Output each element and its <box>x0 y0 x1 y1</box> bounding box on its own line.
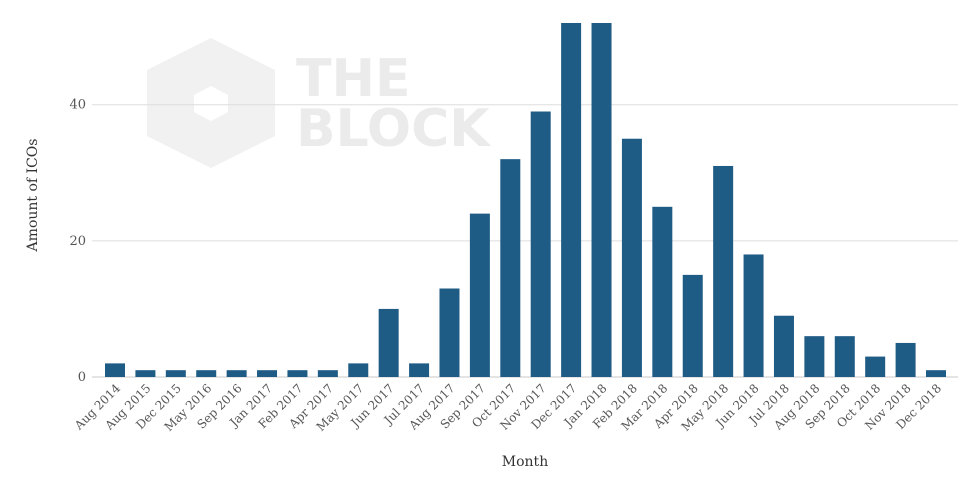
bar-sep-2017 <box>469 213 490 377</box>
watermark-text-the: THE <box>296 49 411 109</box>
bar-oct-2018 <box>865 356 886 377</box>
bar-may-2017 <box>348 363 369 377</box>
bars <box>105 23 946 377</box>
bar-aug-2014 <box>105 363 125 377</box>
y-axis-ticks: 0 20 40 <box>69 98 86 385</box>
bar-jan-2018 <box>591 23 612 377</box>
bar-sep-2016 <box>226 370 247 377</box>
bar-jul-2018 <box>773 315 794 377</box>
watermark-logo: THE BLOCK <box>147 38 491 168</box>
bar-jun-2018 <box>743 254 764 377</box>
bar-mar-2018 <box>652 206 673 377</box>
bar-nov-2018 <box>895 342 916 377</box>
bar-apr-2018 <box>682 274 703 377</box>
x-axis-title: Month <box>502 454 548 470</box>
bar-dec-2015 <box>165 370 186 377</box>
bar-jun-2017 <box>378 308 399 377</box>
bar-jan-2017 <box>257 370 278 377</box>
bar-nov-2017 <box>530 111 551 377</box>
y-tick-label: 40 <box>69 98 86 113</box>
bar-dec-2018 <box>926 370 946 377</box>
watermark-hexagon-inner-icon <box>194 86 228 121</box>
y-tick-label: 0 <box>78 370 86 385</box>
bar-aug-2018 <box>804 336 825 377</box>
bar-sep-2018 <box>834 336 855 377</box>
bar-may-2016 <box>196 370 217 377</box>
bar-may-2018 <box>713 165 734 377</box>
bar-apr-2017 <box>317 370 338 377</box>
bar-aug-2017 <box>439 288 460 377</box>
bar-feb-2018 <box>621 138 642 377</box>
bar-jul-2017 <box>409 363 430 377</box>
y-tick-label: 20 <box>69 234 86 249</box>
bar-aug-2015 <box>135 370 156 377</box>
bar-oct-2017 <box>500 159 521 377</box>
bar-dec-2017 <box>561 23 582 377</box>
y-axis-title: Amount of ICOs <box>25 139 41 253</box>
bar-feb-2017 <box>287 370 308 377</box>
watermark-text-block: BLOCK <box>296 99 491 159</box>
